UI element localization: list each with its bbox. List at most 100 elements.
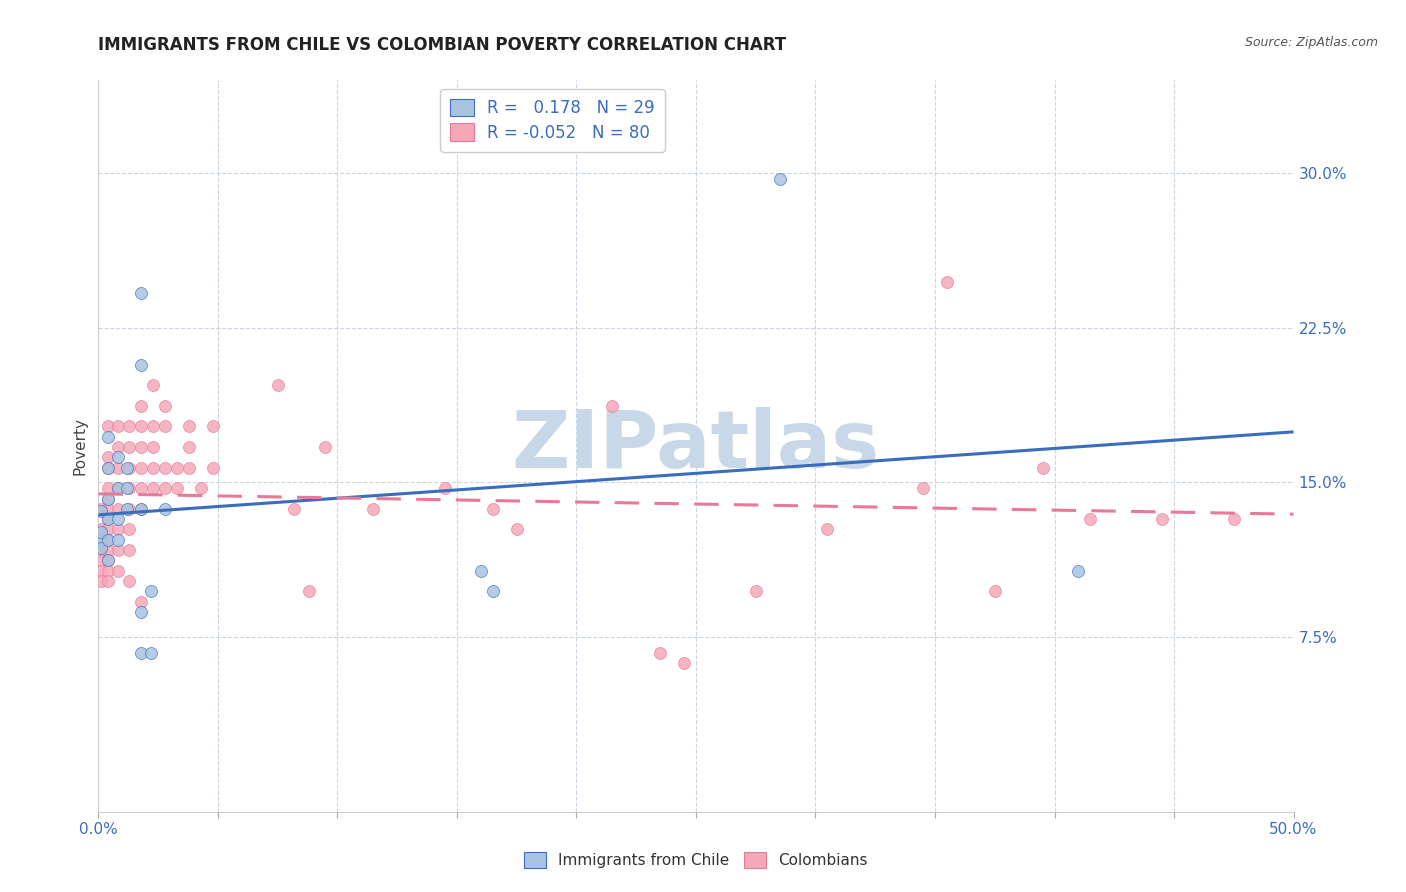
Point [118,543,141,558]
Point [935,275,957,289]
Point [600,399,623,413]
Point [90,533,112,547]
Point [673,657,696,671]
Legend: Immigrants from Chile, Colombians: Immigrants from Chile, Colombians [515,843,877,877]
Point [97,460,120,475]
Point [131,285,153,300]
Point [179,419,201,434]
Point [107,512,129,526]
Point [142,440,165,454]
Point [90,504,112,518]
Point [90,524,112,539]
Point [97,512,120,526]
Point [107,523,129,537]
Point [131,460,153,475]
Point [179,460,201,475]
Point [481,584,505,599]
Point [107,419,129,434]
Point [118,440,141,454]
Point [166,481,188,495]
Point [97,533,120,547]
Point [97,419,120,434]
Point [815,523,838,537]
Point [118,501,141,516]
Y-axis label: Poverty: Poverty [72,417,87,475]
Point [97,491,120,506]
Point [97,491,120,506]
Point [97,553,120,567]
Point [139,646,162,660]
Point [202,460,225,475]
Point [97,574,120,588]
Point [97,533,120,547]
Point [648,646,672,660]
Point [107,501,129,516]
Point [97,512,120,526]
Point [131,481,153,495]
Point [115,501,138,516]
Point [97,564,120,578]
Point [1067,564,1090,578]
Point [166,460,188,475]
Point [481,501,505,516]
Point [433,481,456,495]
Point [107,543,129,558]
Point [97,481,120,495]
Point [131,594,153,608]
Point [118,419,141,434]
Point [1032,460,1054,475]
Point [107,564,129,578]
Point [315,440,337,454]
Point [107,481,129,495]
Point [983,584,1005,599]
Point [97,553,120,567]
Point [131,358,153,372]
Point [470,564,492,578]
Point [118,523,141,537]
Point [155,501,177,516]
Point [142,419,165,434]
Point [202,419,225,434]
Text: IMMIGRANTS FROM CHILE VS COLOMBIAN POVERTY CORRELATION CHART: IMMIGRANTS FROM CHILE VS COLOMBIAN POVER… [98,36,786,54]
Point [768,172,790,186]
Point [131,605,153,619]
Point [107,450,129,465]
Point [298,584,321,599]
Point [90,553,112,567]
Point [97,501,120,516]
Point [90,523,112,537]
Point [139,584,162,599]
Point [155,481,177,495]
Point [190,481,212,495]
Point [283,501,305,516]
Text: ZIPatlas: ZIPatlas [512,407,880,485]
Point [118,574,141,588]
Point [107,533,129,547]
Point [115,460,138,475]
Point [115,481,138,495]
Point [267,378,290,392]
Point [155,460,177,475]
Point [90,564,112,578]
Point [131,399,153,413]
Point [179,440,201,454]
Point [97,523,120,537]
Point [107,481,129,495]
Point [97,430,120,444]
Point [506,523,529,537]
Point [131,440,153,454]
Point [131,501,153,516]
Point [97,450,120,465]
Point [1080,512,1102,526]
Point [97,543,120,558]
Point [131,646,153,660]
Point [363,501,385,516]
Point [1150,512,1173,526]
Point [911,481,934,495]
Point [107,440,129,454]
Point [90,541,112,555]
Point [131,419,153,434]
Point [118,460,141,475]
Point [142,378,165,392]
Point [90,543,112,558]
